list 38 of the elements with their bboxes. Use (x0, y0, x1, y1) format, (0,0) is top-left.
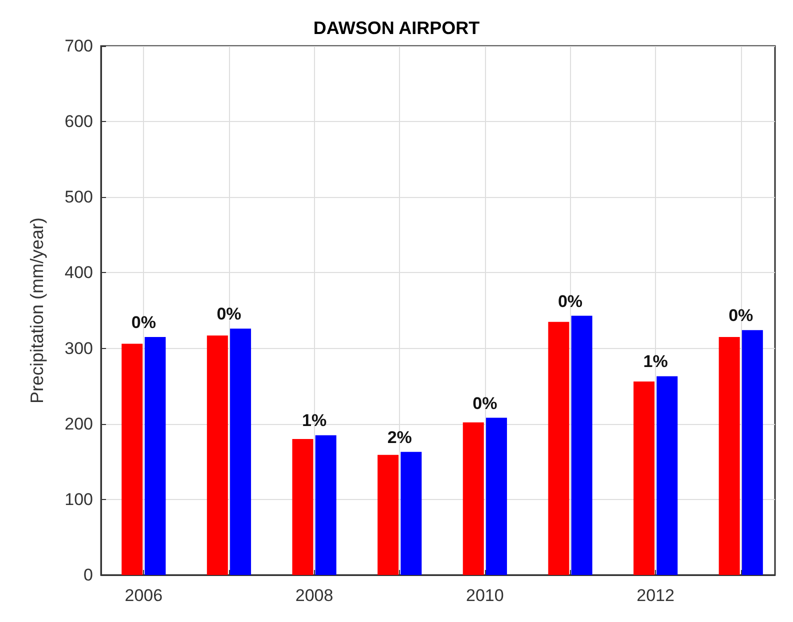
annotation: 1% (302, 411, 327, 430)
bar (315, 435, 336, 575)
annotation: 0% (472, 394, 498, 413)
bar (292, 438, 314, 575)
annotation: 2% (387, 428, 412, 447)
bar (378, 454, 399, 575)
y-tick-label: 400 (64, 263, 93, 282)
x-tick-label: 2012 (636, 586, 674, 605)
chart-title: DAWSON AIRPORT (313, 18, 480, 38)
x-tick-label: 2008 (295, 586, 334, 605)
bar (206, 335, 228, 575)
bar (230, 328, 252, 575)
annotation: 1% (643, 352, 668, 372)
bar (571, 316, 592, 575)
y-axis-title: Precipitation (mm/year) (27, 217, 47, 404)
annotation: 0% (216, 304, 242, 324)
bar (656, 376, 678, 575)
bar (462, 422, 484, 575)
bar (122, 344, 143, 575)
bar (400, 452, 422, 575)
x-tick-label: 2010 (466, 586, 504, 605)
annotation: 0% (131, 312, 156, 332)
bar (742, 330, 763, 575)
y-tick-label: 100 (64, 490, 93, 509)
bar (486, 418, 507, 575)
bar (144, 336, 166, 575)
x-tick-label: 2006 (124, 586, 163, 605)
bar (634, 382, 655, 575)
bar (548, 322, 570, 575)
y-tick-label: 200 (64, 414, 93, 434)
annotation: 0% (558, 292, 583, 311)
bar (718, 336, 740, 575)
y-tick-label: 0 (84, 566, 93, 584)
y-tick-label: 500 (64, 188, 93, 207)
y-tick-label: 300 (64, 338, 93, 358)
y-tick-label: 600 (64, 112, 93, 132)
y-tick-label: 700 (64, 36, 93, 56)
annotation: 0% (728, 306, 754, 326)
